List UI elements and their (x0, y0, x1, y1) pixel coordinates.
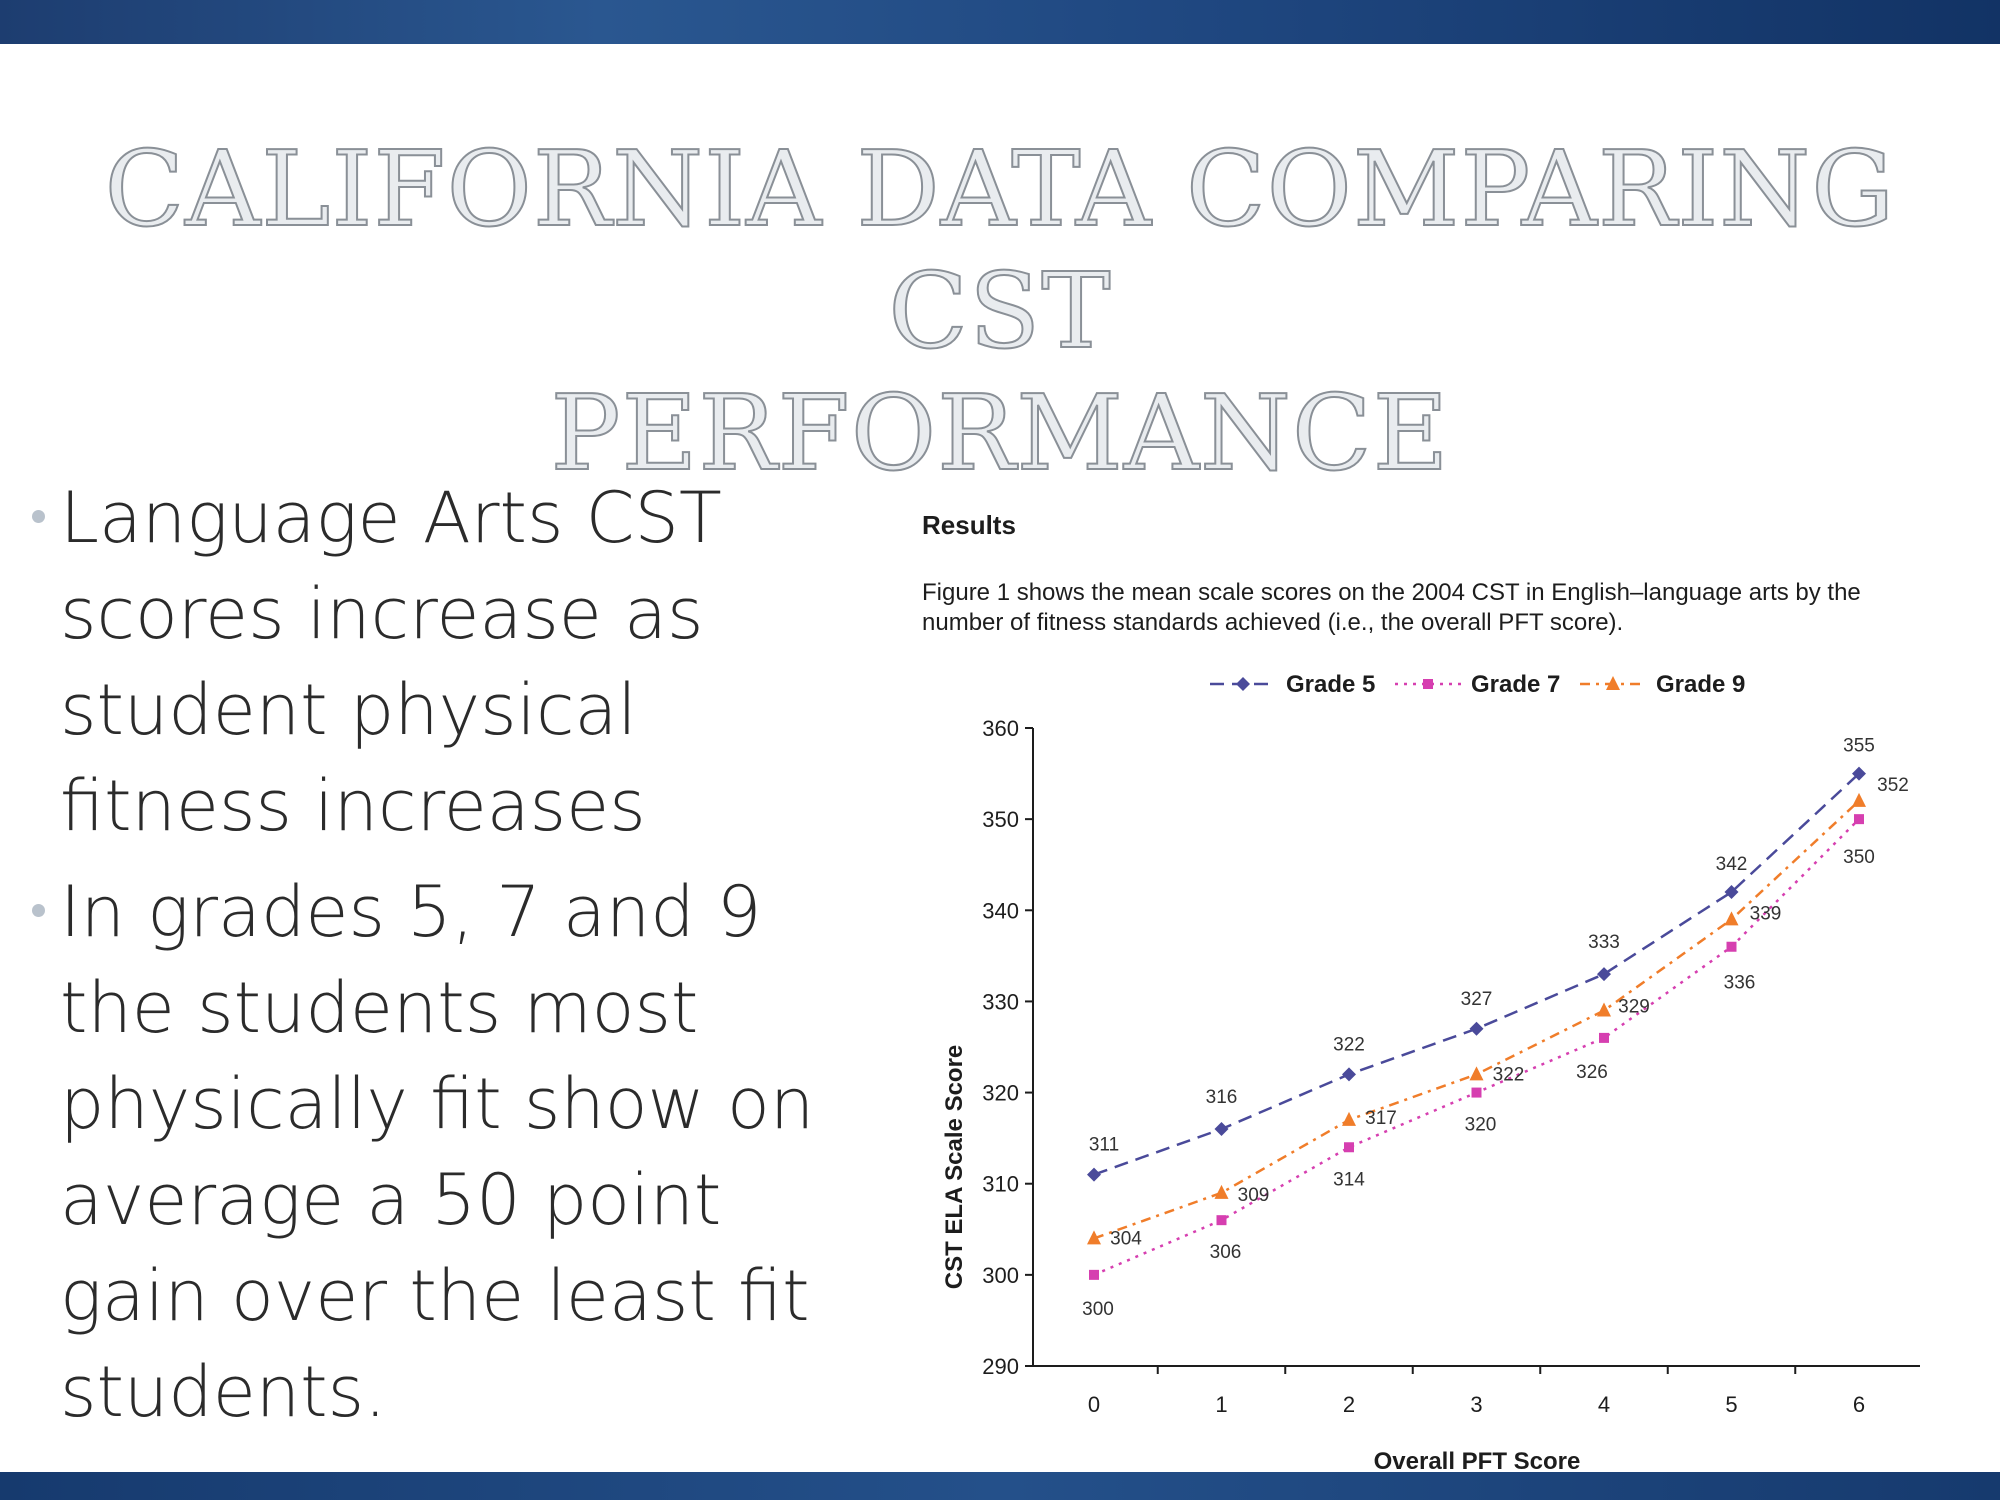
bullet-text: In grades 5, 7 and 9 the students most p… (60, 871, 815, 1433)
data-label: 300 (1082, 1299, 1114, 1320)
legend-entry: Grade 7 (1471, 671, 1560, 698)
figure-label: Results (922, 510, 1016, 540)
data-label: 320 (1465, 1115, 1497, 1136)
data-point (1854, 814, 1864, 825)
slide-title: CALIFORNIA DATA COMPARING CST PERFORMANC… (40, 127, 1960, 495)
data-label: 304 (1110, 1228, 1142, 1249)
data-label: 309 (1238, 1185, 1270, 1206)
bullet-dot-icon (32, 904, 45, 917)
data-point (1214, 1122, 1229, 1137)
chart-legend: Grade 5 Grade 7 Grade 9 (1210, 671, 1745, 698)
data-label: 317 (1365, 1108, 1397, 1129)
x-tick-label: 2 (1343, 1392, 1355, 1417)
y-tick-label: 310 (982, 1172, 1019, 1197)
data-point (1342, 1067, 1356, 1082)
bullet-item: Language Arts CST scores increase as stu… (22, 470, 862, 854)
slide-title-line-1: CALIFORNIA DATA COMPARING CST (104, 127, 1896, 373)
legend-swatch-marker (1236, 677, 1250, 691)
data-label: 322 (1333, 1034, 1365, 1055)
bullet-text: Language Arts CST scores increase as stu… (60, 477, 722, 847)
data-label: 350 (1843, 847, 1875, 868)
data-point (1724, 911, 1739, 926)
data-label: 322 (1493, 1064, 1525, 1085)
data-label: 316 (1206, 1087, 1238, 1108)
x-tick-label: 1 (1215, 1392, 1227, 1417)
data-label: 355 (1843, 736, 1875, 757)
chart-axes: 290 300 310 320 330 340 350 360 0 1 2 3 4 5 6 Overall P… (941, 716, 1920, 1475)
data-point (1087, 1167, 1101, 1182)
data-point (1599, 1032, 1609, 1043)
y-tick-label: 300 (982, 1263, 1019, 1288)
figure-caption: Figure 1 shows the mean scale scores on … (922, 579, 1861, 636)
y-tick-label: 340 (982, 898, 1019, 923)
top-banner (0, 0, 2000, 44)
data-point (1726, 941, 1737, 952)
chart-data-labels: 311 316 322 327 333 342 355 300 306 314 320 326 336 3… (1082, 736, 1909, 1320)
x-tick-label: 0 (1088, 1392, 1100, 1417)
data-label: 314 (1333, 1169, 1365, 1190)
data-label: 333 (1588, 932, 1620, 953)
data-label: 326 (1576, 1062, 1608, 1083)
data-point (1597, 1002, 1611, 1017)
data-point (1469, 1066, 1484, 1081)
series-line-grade-7 (1093, 818, 1860, 1277)
x-axis-title: Overall PFT Score (1374, 1448, 1581, 1475)
y-tick-label: 360 (982, 716, 1019, 741)
data-point (1469, 1021, 1484, 1036)
data-point (1852, 792, 1866, 807)
legend-swatch-marker (1606, 676, 1620, 690)
data-label: 342 (1716, 854, 1748, 875)
y-tick-label: 330 (982, 989, 1019, 1014)
bullet-dot-icon (32, 510, 45, 523)
legend-entry: Grade 5 (1286, 671, 1375, 698)
data-point (1852, 766, 1866, 781)
bottom-banner (0, 1472, 2000, 1500)
x-tick-label: 6 (1853, 1392, 1865, 1417)
legend-swatch-marker (1423, 679, 1433, 689)
legend-entry: Grade 9 (1656, 671, 1745, 698)
x-tick-label: 5 (1725, 1392, 1737, 1417)
data-point (1471, 1087, 1482, 1098)
data-label: 339 (1750, 903, 1782, 924)
bullet-item: In grades 5, 7 and 9 the students most p… (22, 864, 862, 1440)
data-label: 336 (1724, 973, 1756, 994)
bullet-list: Language Arts CST scores increase as stu… (22, 470, 862, 1450)
y-tick-label: 320 (982, 1081, 1019, 1106)
x-tick-label: 4 (1598, 1392, 1610, 1417)
data-point (1724, 885, 1739, 900)
data-point (1344, 1142, 1354, 1153)
data-label: 311 (1089, 1135, 1119, 1156)
data-point (1597, 967, 1611, 982)
slide-title-line-2: PERFORMANCE (549, 371, 1450, 495)
chart-series (1087, 766, 1866, 1280)
data-label: 306 (1210, 1242, 1242, 1263)
y-tick-label: 350 (982, 807, 1019, 832)
data-point (1214, 1184, 1229, 1199)
y-tick-label: 290 (982, 1354, 1019, 1379)
x-tick-label: 3 (1470, 1392, 1482, 1417)
data-point (1342, 1111, 1356, 1126)
data-point (1089, 1269, 1099, 1280)
data-point (1216, 1215, 1227, 1226)
data-label: 327 (1461, 989, 1493, 1010)
data-label: 329 (1618, 997, 1650, 1018)
y-axis-title: CST ELA Scale Score (941, 1045, 968, 1290)
data-label: 352 (1877, 775, 1909, 796)
data-point (1087, 1230, 1101, 1245)
